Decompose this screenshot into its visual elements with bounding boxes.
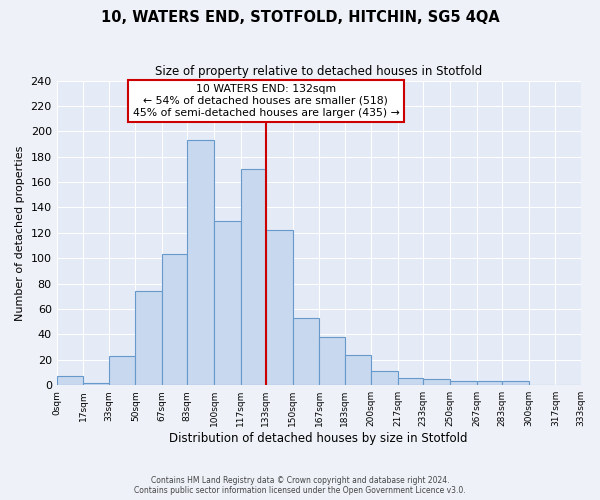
Bar [83, 382, 109, 385]
Bar [56, 376, 83, 385]
Text: Contains HM Land Registry data © Crown copyright and database right 2024.
Contai: Contains HM Land Registry data © Crown c… [134, 476, 466, 495]
Bar [214, 222, 241, 385]
Bar [162, 254, 187, 385]
Bar [293, 318, 319, 385]
Bar [109, 356, 136, 385]
Text: 10 WATERS END: 132sqm
← 54% of detached houses are smaller (518)
45% of semi-det: 10 WATERS END: 132sqm ← 54% of detached … [133, 84, 399, 117]
Bar [423, 379, 450, 385]
X-axis label: Distribution of detached houses by size in Stotfold: Distribution of detached houses by size … [169, 432, 468, 445]
Bar [502, 382, 529, 385]
Bar [266, 230, 293, 385]
Bar [450, 382, 476, 385]
Bar [344, 354, 371, 385]
Bar [136, 292, 162, 385]
Bar [398, 378, 423, 385]
Bar [371, 371, 398, 385]
Text: 10, WATERS END, STOTFOLD, HITCHIN, SG5 4QA: 10, WATERS END, STOTFOLD, HITCHIN, SG5 4… [101, 10, 499, 25]
Bar [476, 382, 502, 385]
Bar [319, 337, 344, 385]
Title: Size of property relative to detached houses in Stotfold: Size of property relative to detached ho… [155, 65, 482, 78]
Bar [241, 170, 266, 385]
Y-axis label: Number of detached properties: Number of detached properties [15, 145, 25, 320]
Bar [187, 140, 214, 385]
